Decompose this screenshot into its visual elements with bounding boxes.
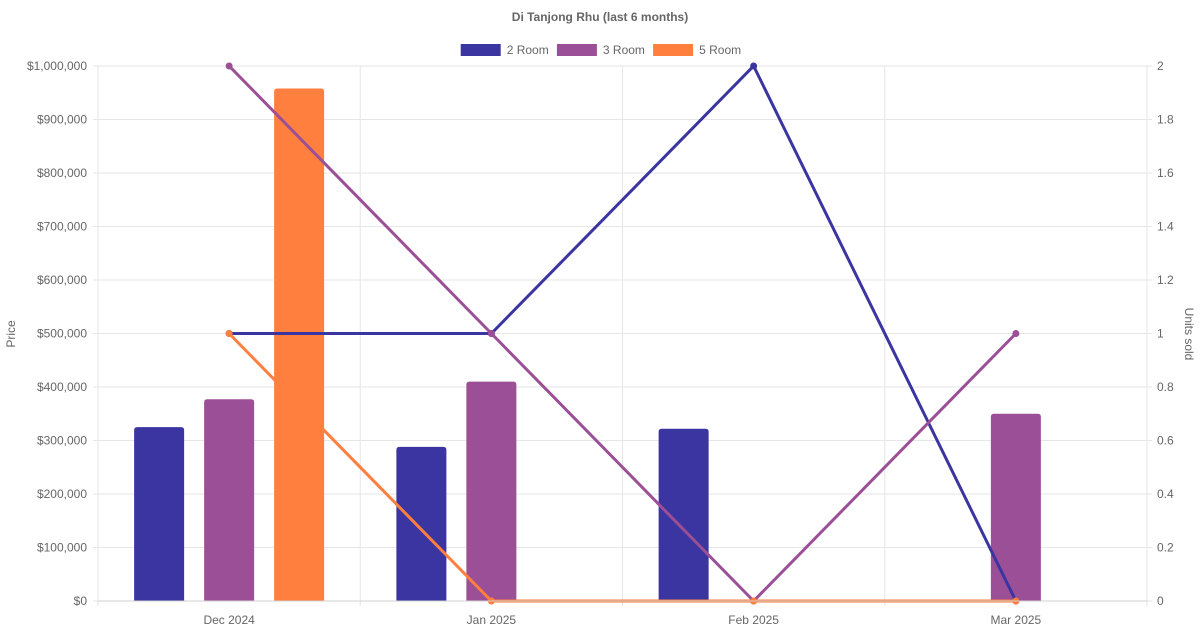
y-left-tick-label: $300,000	[37, 434, 87, 448]
y-left-tick-label: $700,000	[37, 220, 87, 234]
y-right-tick-label: 1.8	[1157, 113, 1174, 127]
legend-swatch	[556, 44, 597, 56]
y-right-tick-label: 2	[1157, 59, 1164, 73]
y-right-tick-label: 0	[1157, 594, 1164, 608]
y-left-tick-label: $500,000	[37, 327, 87, 341]
y-right-tick-label: 0.2	[1157, 541, 1174, 555]
bar-2-room	[396, 446, 447, 601]
y-right-tick-label: 0.8	[1157, 380, 1174, 394]
bar-series	[134, 88, 1041, 602]
y-right-tick-label: 1.2	[1157, 273, 1174, 287]
y-right-tick-label: 0.6	[1157, 434, 1174, 448]
line-2-room	[229, 63, 1018, 602]
bar-3-room	[990, 413, 1041, 601]
legend-swatch	[653, 44, 694, 56]
bar-2-room	[134, 427, 185, 601]
line-3-room	[228, 64, 1017, 604]
y-left-tick-label: $400,000	[37, 380, 87, 394]
y-left-tick-label: $200,000	[37, 487, 87, 501]
y-left-tick-label: $600,000	[37, 273, 87, 287]
y-right-tick-label: 1.4	[1157, 220, 1174, 234]
chart-title: Di Tanjong Rhu (last 6 months)	[512, 10, 688, 24]
y-right-tick-label: 1.6	[1157, 166, 1174, 180]
point-3-room	[1012, 330, 1020, 337]
bar-3-room	[466, 381, 517, 601]
y-left-tick-label: $100,000	[37, 541, 87, 555]
point-3-room	[225, 62, 233, 70]
bar-3-room	[204, 399, 255, 601]
y-left-tick-label: $900,000	[37, 113, 87, 127]
x-tick-label: Dec 2024	[203, 613, 255, 627]
point-3-room	[487, 330, 495, 337]
y-right-axis-label: Units sold	[1182, 308, 1196, 361]
x-tick-label: Jan 2025	[467, 613, 517, 627]
bar-5-room	[274, 88, 325, 602]
y-left-tick-label: $0	[74, 594, 88, 608]
axes: $0 $100,000 $200,000 $300,000 $400,000 $500,0…	[27, 59, 1174, 627]
legend-label: 2 Room	[507, 43, 549, 57]
y-left-tick-label: $800,000	[37, 166, 87, 180]
y-left-axis-label: Price	[4, 320, 18, 348]
legend-label: 3 Room	[603, 43, 645, 57]
point-2-room	[750, 62, 758, 70]
legend: 2 Room 3 Room 5 Room	[460, 43, 741, 57]
point-5-room	[225, 330, 233, 337]
y-left-tick-label: $1,000,000	[27, 59, 87, 73]
legend-label: 5 Room	[699, 43, 741, 57]
x-tick-label: Mar 2025	[991, 613, 1042, 627]
bar-2-room	[658, 428, 709, 601]
y-right-tick-label: 0.4	[1157, 487, 1174, 501]
x-tick-label: Feb 2025	[728, 613, 779, 627]
legend-swatch	[460, 44, 501, 56]
y-right-tick-label: 1	[1157, 327, 1164, 341]
